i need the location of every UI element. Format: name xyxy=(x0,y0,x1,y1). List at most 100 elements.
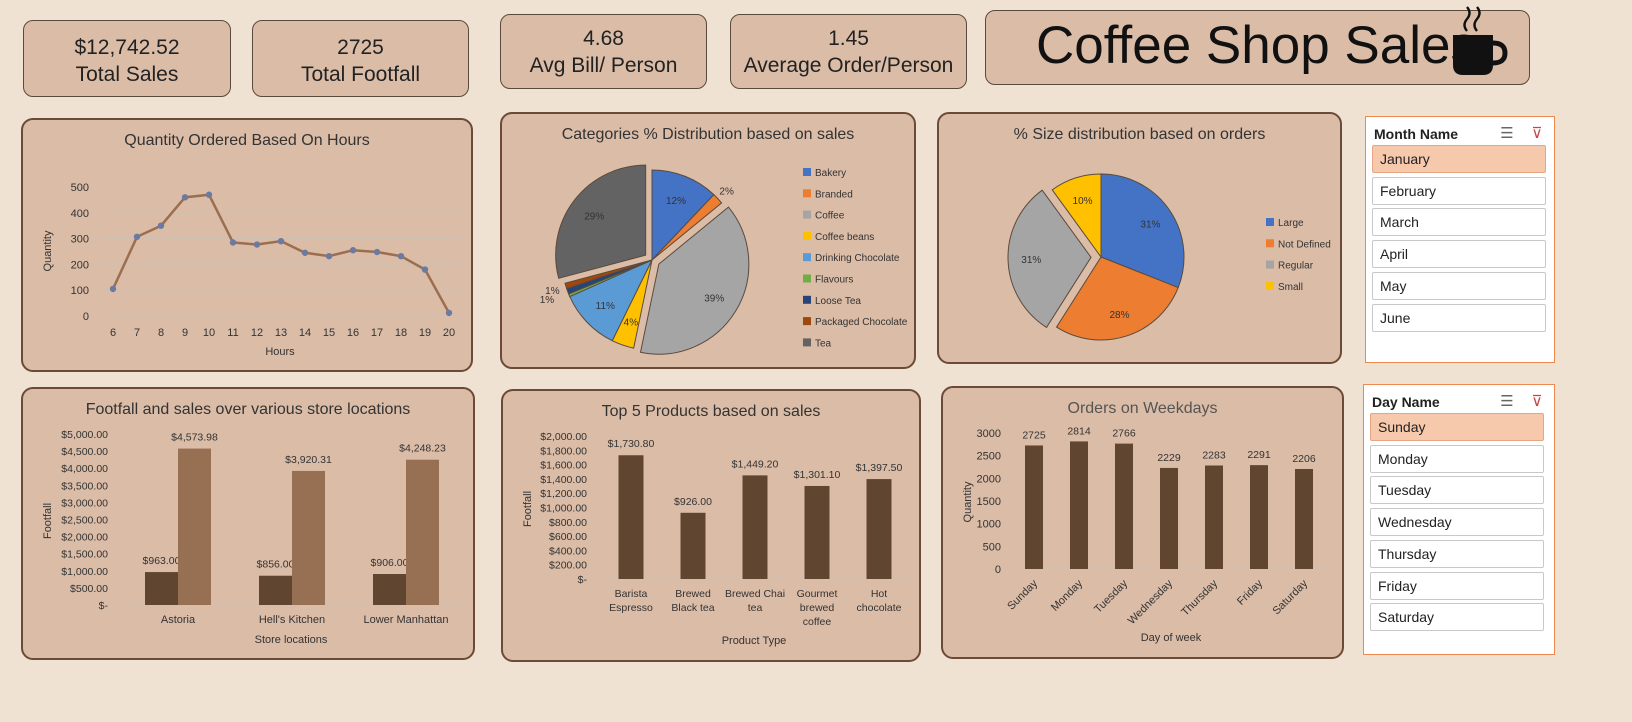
kpi-label: Total Sales xyxy=(75,63,179,86)
bar-data-label: $1,449.20 xyxy=(732,458,779,470)
data-point xyxy=(253,241,261,248)
x-tick-label: 7 xyxy=(134,327,140,339)
x-tick-label: 15 xyxy=(323,327,335,339)
slicer-item-monday[interactable]: Monday xyxy=(1370,444,1544,473)
y-tick-label: 400 xyxy=(71,208,89,220)
slicer-item-friday[interactable]: Friday xyxy=(1370,571,1544,600)
legend-swatch xyxy=(1266,218,1274,226)
slicer-item-february[interactable]: February xyxy=(1372,176,1546,205)
bar xyxy=(804,485,830,579)
x-tick-label: Monday xyxy=(1049,577,1086,614)
pie-data-label: 1% xyxy=(540,295,555,306)
bar xyxy=(866,479,892,579)
clear-filter-icon[interactable]: ⊽ xyxy=(1531,125,1543,142)
y-axis-label: Quantity xyxy=(962,481,974,522)
data-point xyxy=(325,252,333,260)
pie-data-label: 28% xyxy=(1109,310,1129,321)
slicer-item-may[interactable]: May xyxy=(1372,271,1546,300)
data-point xyxy=(373,248,381,256)
slicer-item-april[interactable]: April xyxy=(1372,240,1546,269)
y-tick-label: 3000 xyxy=(977,428,1001,440)
pie-data-label: 11% xyxy=(596,301,615,312)
slicer-item-sunday[interactable]: Sunday xyxy=(1370,413,1544,441)
x-tick-label: Friday xyxy=(1235,577,1265,607)
legend-label: Coffee xyxy=(815,211,845,222)
bar xyxy=(178,448,211,605)
bar xyxy=(373,574,406,605)
bar-data-label: 2291 xyxy=(1247,449,1271,461)
x-tick-label: Black tea xyxy=(671,602,714,614)
x-axis-label: Hours xyxy=(265,346,295,358)
pie-slice xyxy=(1007,189,1092,329)
bar-data-label: 2725 xyxy=(1022,429,1046,441)
pie-data-label: 1% xyxy=(545,286,560,297)
bar xyxy=(1250,465,1268,569)
bar-data-label: $4,573.98 xyxy=(171,432,218,444)
slicer-item-march[interactable]: March xyxy=(1372,208,1546,237)
pie-data-label: 12% xyxy=(666,196,686,207)
x-tick-label: 14 xyxy=(299,327,311,339)
slicer-item-january[interactable]: January xyxy=(1372,145,1546,173)
y-tick-label: 500 xyxy=(71,182,89,194)
chart-title: Categories % Distribution based on sales xyxy=(561,126,855,143)
y-tick-label: $2,000.00 xyxy=(540,431,587,443)
x-tick-label: Hot xyxy=(871,588,887,600)
x-tick-label: tea xyxy=(748,602,763,614)
x-tick-label: 9 xyxy=(182,327,188,339)
x-tick-label: 17 xyxy=(371,327,383,339)
x-tick-label: 8 xyxy=(158,327,164,339)
y-tick-label: $2,500.00 xyxy=(61,515,108,527)
chart-title: Footfall and sales over various store lo… xyxy=(85,401,411,418)
y-tick-label: $1,200.00 xyxy=(540,488,587,500)
x-tick-label: Barista xyxy=(615,588,648,600)
pie-slice xyxy=(555,164,647,279)
slicer-item-saturday[interactable]: Saturday xyxy=(1370,603,1544,632)
clear-filter-icon[interactable]: ⊽ xyxy=(1531,393,1543,410)
pie-data-label: 10% xyxy=(1073,196,1093,207)
slicer-header: Day Name xyxy=(1372,394,1440,410)
x-tick-label: Saturday xyxy=(1271,577,1311,617)
pie-data-label: 4% xyxy=(624,317,639,328)
pie-data-label: 2% xyxy=(719,186,734,197)
y-axis-label: Footfall xyxy=(522,491,534,527)
chart-title: Orders on Weekdays xyxy=(1067,400,1218,417)
legend-label: Packaged Chocolate xyxy=(815,317,908,328)
data-point xyxy=(421,266,429,273)
slicer-item-thursday[interactable]: Thursday xyxy=(1370,539,1544,568)
kpi-avg-bill: 4.68 Avg Bill/ Person xyxy=(500,14,707,89)
bar xyxy=(618,455,644,579)
month-slicer: Month Name ☰ ⊽ January February March April… xyxy=(1365,116,1555,363)
x-tick-label: brewed xyxy=(800,602,835,614)
y-tick-label: 0 xyxy=(995,564,1001,576)
bar xyxy=(1025,445,1043,569)
y-tick-label: $200.00 xyxy=(549,560,587,572)
x-tick-label: 6 xyxy=(110,327,116,339)
slicer-item-wednesday[interactable]: Wednesday xyxy=(1370,508,1544,537)
kpi-total-footfall: 2725 Total Footfall xyxy=(252,20,469,97)
bar-data-label: $1,730.80 xyxy=(608,438,655,450)
kpi-label: Total Footfall xyxy=(300,63,421,86)
bar-data-label: $906.00 xyxy=(371,557,409,569)
multi-select-icon[interactable]: ☰ xyxy=(1500,393,1514,410)
y-tick-label: $5,000.00 xyxy=(61,429,108,441)
pie-slice xyxy=(651,193,723,261)
bar-data-label: 2206 xyxy=(1292,453,1316,465)
legend-label: Drinking Chocolate xyxy=(815,253,900,264)
legend-label: Small xyxy=(1278,282,1303,293)
stores-chart-panel: Footfall and sales over various store lo… xyxy=(21,387,475,660)
legend-label: Not Defined xyxy=(1278,239,1331,250)
multi-select-icon[interactable]: ☰ xyxy=(1500,125,1514,142)
x-tick-label: 19 xyxy=(419,327,431,339)
data-point xyxy=(133,233,141,240)
slicer-item-tuesday[interactable]: Tuesday xyxy=(1370,476,1544,505)
y-tick-label: $600.00 xyxy=(549,531,587,543)
data-point xyxy=(397,252,405,260)
x-tick-label: 10 xyxy=(203,327,215,339)
kpi-avg-order: 1.45 Average Order/Person xyxy=(730,14,967,89)
slicer-item-june[interactable]: June xyxy=(1372,303,1546,332)
x-tick-label: 18 xyxy=(395,327,407,339)
x-tick-label: 20 xyxy=(443,327,455,339)
bar xyxy=(145,572,178,605)
sizes-chart-panel: % Size distribution based on orders 31% 2… xyxy=(937,112,1342,364)
y-axis-label: Footfall xyxy=(42,503,54,539)
